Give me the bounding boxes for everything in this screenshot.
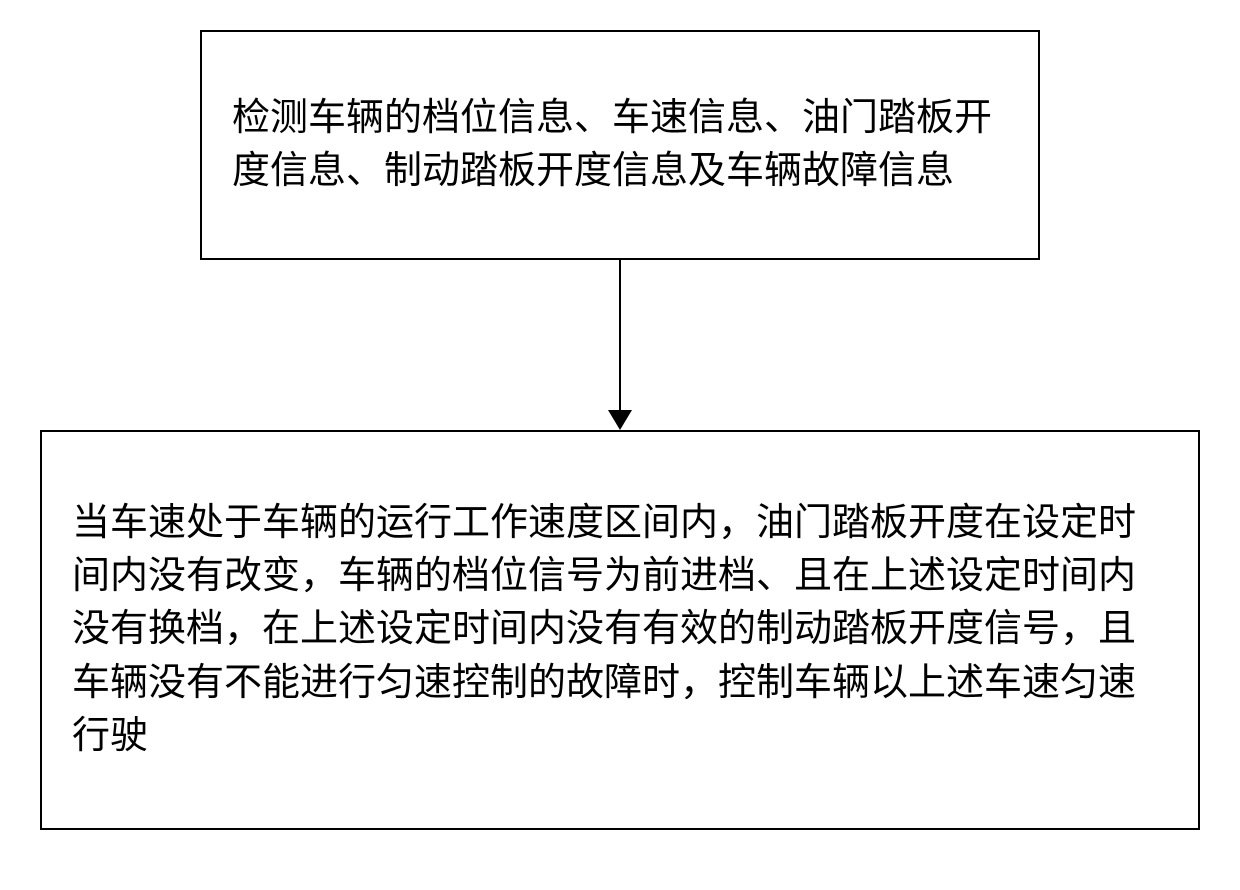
node-1-text: 检测车辆的档位信息、车速信息、油门踏板开度信息、制动踏板开度信息及车辆故障信息: [232, 92, 1008, 198]
arrow-line: [619, 260, 621, 415]
arrow-head-icon: [608, 410, 632, 430]
flowchart-node-1: 检测车辆的档位信息、车速信息、油门踏板开度信息、制动踏板开度信息及车辆故障信息: [200, 30, 1040, 260]
flowchart-node-2: 当车速处于车辆的运行工作速度区间内，油门踏板开度在设定时间内没有改变，车辆的档位…: [40, 430, 1200, 830]
node-2-text: 当车速处于车辆的运行工作速度区间内，油门踏板开度在设定时间内没有改变，车辆的档位…: [72, 497, 1168, 763]
flowchart-container: 检测车辆的档位信息、车速信息、油门踏板开度信息、制动踏板开度信息及车辆故障信息 …: [0, 0, 1240, 890]
